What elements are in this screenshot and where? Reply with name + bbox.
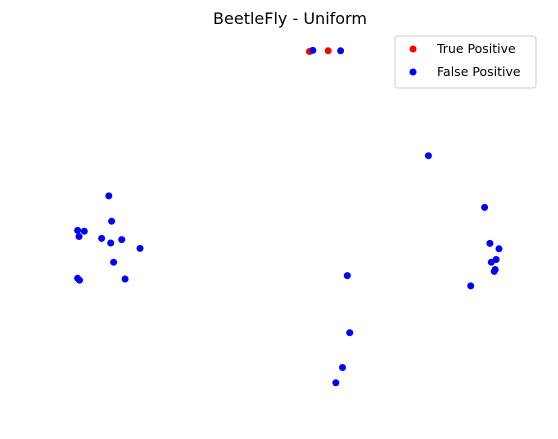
point-false-positive — [332, 379, 340, 387]
point-false-positive — [339, 364, 346, 371]
point-false-positive — [105, 192, 113, 200]
point-false-positive — [136, 244, 144, 252]
point-false-positive — [337, 47, 345, 55]
points-layer — [74, 46, 503, 387]
point-false-positive — [80, 227, 88, 235]
point-false-positive — [121, 275, 129, 283]
point-false-positive — [467, 282, 475, 290]
legend: True Positive False Positive — [394, 35, 537, 89]
point-false-positive — [107, 239, 115, 247]
point-false-positive — [490, 267, 498, 275]
point-false-positive — [424, 152, 432, 160]
legend-label-false-positive: False Positive — [437, 64, 521, 79]
point-false-positive — [74, 226, 82, 234]
point-false-positive — [76, 276, 83, 284]
chart-title: BeetleFly - Uniform — [213, 9, 367, 28]
point-true-positive — [324, 47, 332, 55]
point-false-positive — [118, 236, 126, 244]
legend-marker-false-positive — [409, 68, 417, 76]
point-false-positive — [346, 329, 354, 337]
point-false-positive — [110, 258, 118, 266]
point-false-positive — [487, 258, 495, 266]
point-false-positive — [75, 233, 83, 240]
legend-box — [394, 35, 537, 89]
point-false-positive — [481, 203, 489, 211]
point-false-positive — [108, 217, 116, 225]
point-false-positive — [98, 234, 106, 242]
point-false-positive — [309, 46, 317, 54]
legend-marker-true-positive — [409, 45, 417, 53]
legend-label-true-positive: True Positive — [436, 41, 516, 56]
point-false-positive — [486, 239, 494, 247]
point-false-positive — [343, 272, 351, 280]
point-false-positive — [495, 245, 503, 253]
